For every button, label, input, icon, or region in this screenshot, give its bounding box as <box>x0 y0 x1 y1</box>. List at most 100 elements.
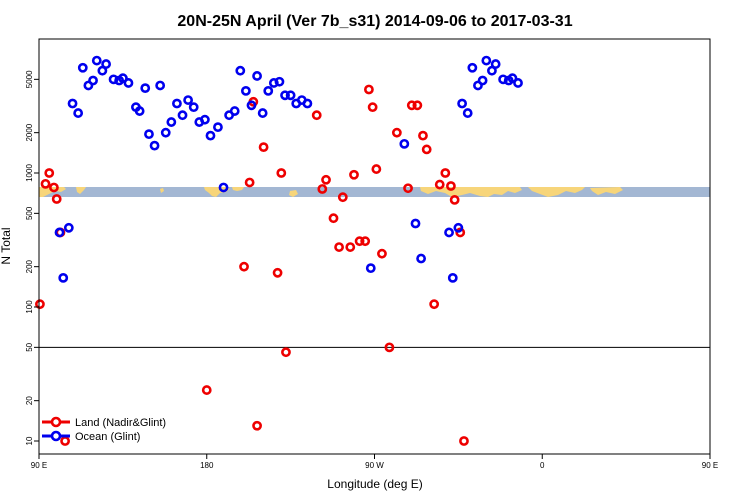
land-point <box>449 194 460 205</box>
land-point <box>321 174 331 185</box>
ocean-point <box>229 106 240 116</box>
land-point <box>317 184 328 194</box>
land-point <box>311 110 322 121</box>
ocean-point <box>77 62 88 73</box>
ocean-point <box>101 59 111 69</box>
land-point <box>377 248 387 259</box>
ocean-point <box>365 263 376 274</box>
land-point <box>244 177 255 188</box>
ocean-point <box>172 98 182 109</box>
land-point <box>272 267 283 278</box>
land-point <box>276 168 287 178</box>
series-ocean <box>54 55 523 283</box>
ocean-point <box>447 272 458 283</box>
land-point <box>252 420 262 431</box>
x-tick-label: 90 E <box>31 461 47 470</box>
ocean-point <box>457 98 468 109</box>
ocean-point <box>199 114 210 125</box>
land-point <box>412 100 423 111</box>
ocean-point <box>280 90 290 101</box>
ocean-point <box>144 129 154 140</box>
ocean-point <box>183 95 194 105</box>
y-tick-label: 100 <box>25 300 34 314</box>
ocean-point <box>507 73 518 84</box>
ocean-point <box>213 122 223 133</box>
land-point <box>258 142 269 153</box>
x-tick-label: 90 W <box>365 461 384 470</box>
legend: Land (Nadir&Glint) Ocean (Glint) <box>42 416 166 443</box>
ocean-point <box>108 74 119 85</box>
data-series <box>35 55 523 446</box>
ocean-point <box>63 222 74 233</box>
ocean-point <box>67 98 78 109</box>
ocean-point <box>88 75 98 86</box>
x-tick-label: 180 <box>200 461 214 470</box>
ocean-point <box>513 78 523 88</box>
land-point <box>418 130 428 141</box>
ocean-point <box>263 85 274 96</box>
y-tick-label: 2000 <box>25 123 34 141</box>
ocean-point <box>481 55 492 66</box>
ocean-point <box>218 182 229 193</box>
ocean-point <box>416 253 426 264</box>
ocean-point <box>246 100 257 111</box>
land-point <box>40 178 51 189</box>
ocean-point <box>91 55 102 66</box>
ocean-point <box>399 138 410 149</box>
ocean-point <box>274 76 285 87</box>
legend-land-marker <box>50 416 62 428</box>
ocean-point <box>453 222 464 233</box>
ocean-point <box>444 227 454 238</box>
land-point <box>434 179 445 190</box>
land-point <box>51 194 62 204</box>
ocean-point <box>54 227 65 238</box>
ocean-point <box>477 75 488 86</box>
x-tick-label: 90 E <box>702 461 718 470</box>
land-point <box>35 299 45 310</box>
land-point <box>429 299 440 310</box>
y-tick-label: 50 <box>25 342 34 351</box>
y-tick-label: 500 <box>25 206 34 220</box>
ocean-point <box>257 108 268 118</box>
land-point <box>421 144 432 155</box>
ocean-point <box>134 106 145 116</box>
ocean-point <box>410 218 421 229</box>
ocean-point <box>252 71 262 81</box>
world-map-strip <box>39 187 710 197</box>
land-point <box>403 183 413 194</box>
ocean-point <box>160 127 171 138</box>
land-point <box>371 164 382 174</box>
land-point <box>455 227 466 238</box>
land-point <box>201 385 212 395</box>
land-point <box>349 169 359 180</box>
ocean-point <box>498 74 509 85</box>
ocean-point <box>285 90 296 101</box>
land-point <box>384 342 395 353</box>
land-point <box>281 347 291 358</box>
land-point <box>328 213 339 224</box>
land-point <box>337 192 348 203</box>
legend-ocean-marker <box>50 430 62 442</box>
legend-ocean-label: Ocean (Glint) <box>75 431 140 443</box>
land-point <box>49 182 59 193</box>
land-point <box>440 168 451 178</box>
ocean-point <box>205 130 216 141</box>
ocean-point <box>177 110 188 121</box>
land-point <box>391 127 402 138</box>
land-point <box>446 181 456 191</box>
land-point <box>239 261 249 272</box>
land-point <box>364 84 374 95</box>
y-tick-label: 5000 <box>25 70 34 88</box>
ocean-point <box>235 65 246 76</box>
y-tick-label: 20 <box>25 396 34 405</box>
ocean-point <box>467 62 478 73</box>
ocean-point <box>58 272 69 283</box>
ocean-point <box>149 140 160 151</box>
land-point <box>367 102 378 113</box>
ocean-point <box>268 78 279 88</box>
land-point <box>44 168 55 178</box>
land-point <box>406 100 417 111</box>
map-ocean <box>39 187 710 197</box>
ocean-point <box>302 98 313 109</box>
